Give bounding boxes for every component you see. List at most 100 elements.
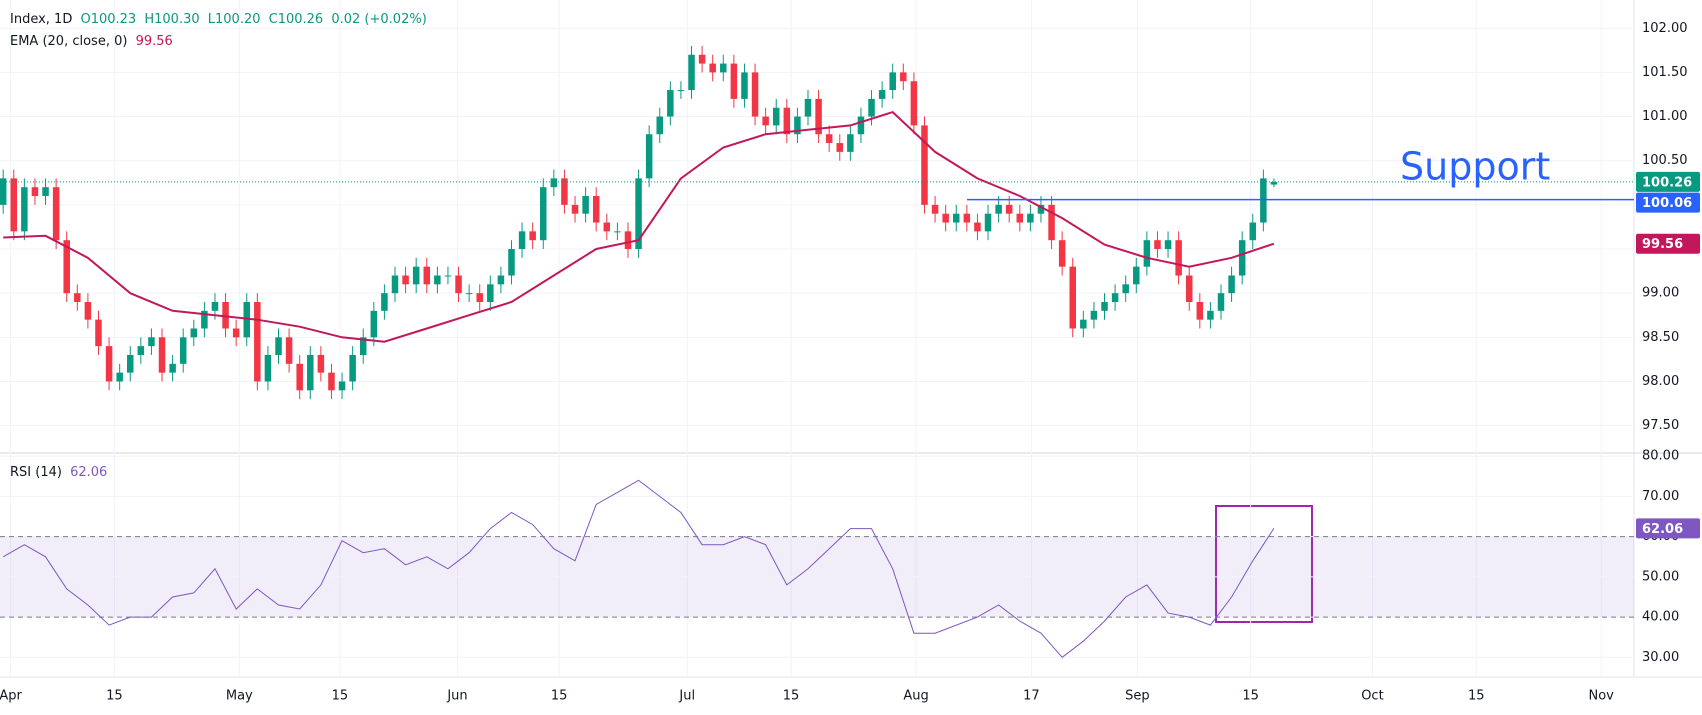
y-tick-label: 70.00 bbox=[1642, 489, 1679, 504]
candle-body bbox=[1111, 293, 1119, 302]
candle-body bbox=[21, 187, 28, 232]
y-tick-label: 98.50 bbox=[1642, 330, 1679, 345]
candle-body bbox=[328, 372, 335, 391]
candle-body bbox=[338, 381, 346, 391]
candle-body bbox=[423, 266, 431, 285]
y-tick-label: 100.50 bbox=[1642, 153, 1688, 168]
candle-body bbox=[1122, 284, 1129, 294]
candle-body bbox=[1090, 310, 1098, 320]
ema-line bbox=[3, 110, 1275, 343]
candle-body bbox=[656, 116, 663, 135]
candle-body bbox=[984, 213, 992, 232]
candle-body bbox=[476, 293, 483, 302]
candle-body bbox=[63, 240, 70, 294]
x-tick-label: 15 bbox=[1242, 689, 1259, 704]
candle-body bbox=[561, 178, 568, 205]
candle-body bbox=[307, 354, 314, 391]
candle-body bbox=[243, 302, 250, 338]
candle-body bbox=[847, 134, 854, 152]
candle-body bbox=[1101, 302, 1108, 311]
candle-body bbox=[0, 178, 7, 205]
candle-body bbox=[1143, 240, 1151, 267]
candle-body bbox=[211, 302, 219, 311]
x-tick-label: Nov bbox=[1588, 689, 1614, 704]
candle-body bbox=[1185, 275, 1193, 302]
candle-body bbox=[1133, 266, 1140, 285]
candle-body bbox=[52, 187, 60, 241]
candle-body bbox=[868, 98, 875, 117]
candle-body bbox=[254, 302, 261, 382]
x-tick-label: Jul bbox=[678, 689, 695, 704]
candle-body bbox=[804, 98, 812, 117]
candle-body bbox=[434, 275, 441, 285]
candle-body bbox=[698, 54, 706, 64]
candle-body bbox=[709, 63, 716, 73]
rsi-tag-box bbox=[1636, 518, 1700, 539]
legend-open: O100.23 bbox=[80, 12, 137, 27]
candle-body bbox=[624, 231, 632, 250]
candle-body bbox=[772, 107, 780, 126]
candle-body bbox=[444, 275, 452, 277]
candle-body bbox=[635, 178, 642, 250]
candle-body bbox=[550, 178, 558, 188]
candle-body bbox=[910, 81, 918, 126]
candle-body bbox=[31, 187, 39, 197]
candle-body bbox=[1080, 319, 1087, 329]
candle-body bbox=[317, 354, 325, 373]
candle-body bbox=[730, 63, 738, 99]
candle-body bbox=[487, 284, 494, 302]
candle-body bbox=[603, 222, 611, 232]
y-tick-label: 50.00 bbox=[1642, 569, 1679, 584]
x-tick-label: Apr bbox=[0, 689, 22, 704]
x-tick-label: 15 bbox=[551, 689, 568, 704]
candle-body bbox=[201, 310, 208, 329]
candle-body bbox=[1270, 181, 1278, 185]
x-tick-label: 15 bbox=[332, 689, 349, 704]
candle-body bbox=[465, 293, 473, 295]
candle-body bbox=[116, 372, 123, 382]
candle-body bbox=[391, 275, 399, 294]
legend-change: 0.02 (+0.02%) bbox=[331, 12, 427, 27]
candle-body bbox=[370, 310, 378, 338]
candle-body bbox=[1037, 204, 1045, 214]
candle-body bbox=[296, 363, 303, 391]
candle-body bbox=[412, 266, 420, 285]
candle-body bbox=[900, 72, 907, 82]
main-legend: Index, 1D O100.23 H100.30 L100.20 C100.2… bbox=[10, 12, 431, 27]
last-price-tag-box bbox=[1636, 171, 1700, 192]
x-tick-label: May bbox=[226, 689, 253, 704]
candle-body bbox=[359, 337, 367, 355]
candle-body bbox=[158, 337, 166, 373]
x-tick-label: 15 bbox=[783, 689, 800, 704]
ema-value: 99.56 bbox=[135, 34, 173, 49]
x-tick-label: 15 bbox=[1468, 689, 1485, 704]
candle-body bbox=[667, 90, 674, 117]
x-tick-label: Oct bbox=[1361, 689, 1383, 704]
y-tick-label: 80.00 bbox=[1642, 449, 1679, 464]
candle-body bbox=[381, 293, 388, 311]
candle-body bbox=[942, 213, 949, 223]
candle-body bbox=[825, 134, 833, 144]
candle-body bbox=[931, 204, 939, 214]
x-tick-label: Aug bbox=[903, 689, 928, 704]
candle-body bbox=[1175, 240, 1182, 276]
candle-body bbox=[518, 231, 526, 250]
candle-body bbox=[1228, 275, 1235, 294]
candle-body bbox=[497, 275, 505, 285]
support-label: Support bbox=[1400, 145, 1550, 189]
candle-body bbox=[1058, 240, 1066, 267]
candle-body bbox=[974, 222, 981, 232]
candle-body bbox=[402, 275, 409, 285]
candle-body bbox=[1154, 240, 1161, 250]
x-tick-label: Jun bbox=[446, 689, 467, 704]
candle-body bbox=[232, 328, 240, 338]
last-price-tag: 100.26 bbox=[1642, 175, 1692, 190]
y-tick-label: 101.50 bbox=[1642, 65, 1688, 80]
candle-body bbox=[190, 328, 198, 338]
candle-body bbox=[264, 354, 272, 382]
highlight-box bbox=[1215, 505, 1313, 623]
y-tick-label: 99.00 bbox=[1642, 286, 1679, 301]
candle-body bbox=[169, 363, 176, 373]
candle-body bbox=[74, 293, 81, 302]
